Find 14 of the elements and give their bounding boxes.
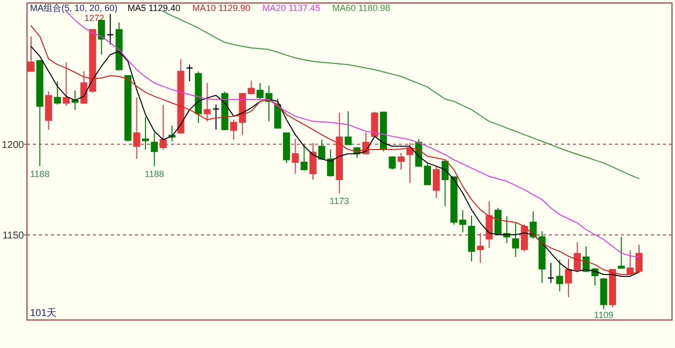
y-tick-label: 1200 (2, 140, 24, 151)
text: MA10 1129.90 (192, 3, 250, 13)
y-tick-label: 1150 (2, 230, 24, 242)
text: MA20 1137.45 (262, 3, 320, 13)
text: MA5 1129.40 (128, 3, 180, 13)
line-series (162, 10, 640, 180)
annotation: 1188 (144, 169, 164, 180)
annotation: 1188 (30, 169, 50, 180)
annotation: MA组合(5, 10, 20, 60) (30, 3, 118, 13)
annotation: 1109 (594, 310, 614, 320)
annotation: 1173 (330, 196, 350, 206)
annotation: 101天 (30, 308, 57, 319)
text: MA60 1180.98 (332, 3, 390, 13)
annotation: 1272 (84, 12, 104, 23)
